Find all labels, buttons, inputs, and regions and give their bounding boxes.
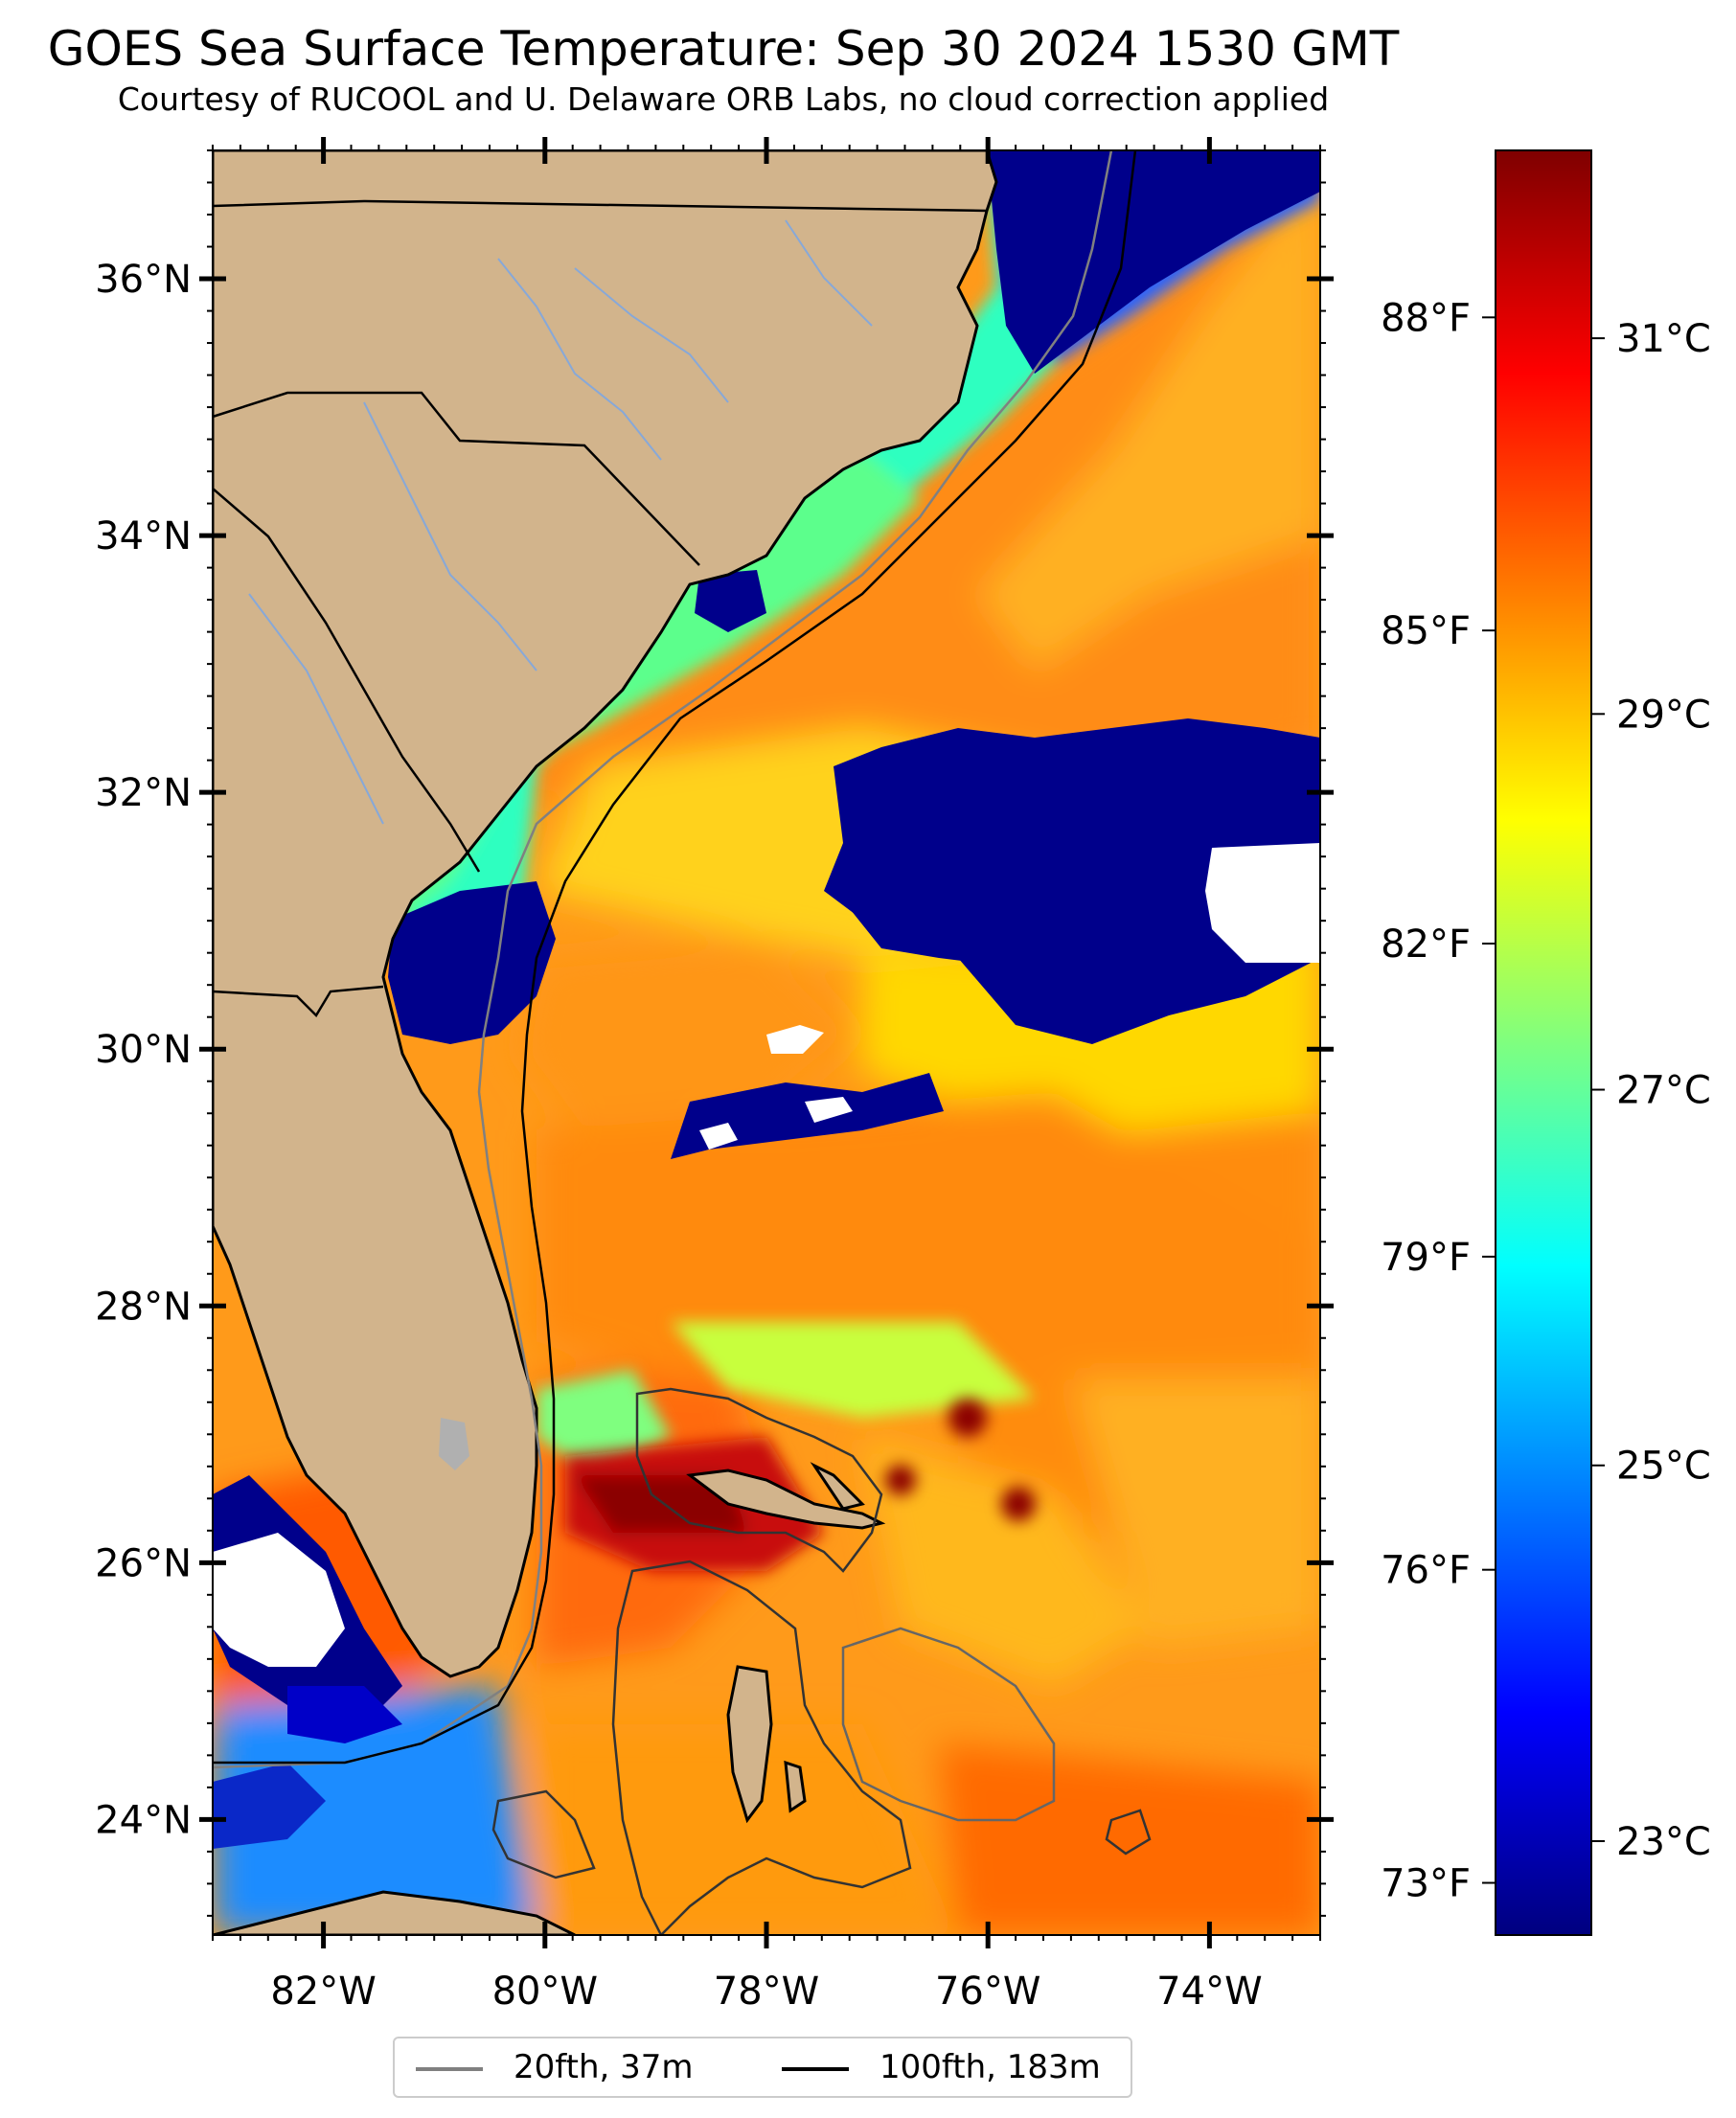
lon-tick-label: 76°W [935, 1970, 1040, 2014]
lon-tick-label: 74°W [1156, 1970, 1262, 2014]
lat-tick-label: 32°N [95, 771, 192, 815]
bahamas-bank-isobaths [491, 1387, 1152, 1935]
map-title: GOES Sea Surface Temperature: Sep 30 202… [47, 21, 1400, 77]
legend-label-20fth: 20fth, 37m [514, 2048, 694, 2086]
colorbar-ticks: 31°C 29°C 27°C 25°C 23°C 88°F 85°F 82°F 79°F 76°F… [1381, 296, 1711, 1905]
axis-ticks: 82°W 80°W 78°W 76°W 74°W 36°N 34°N 32°N 30°N 28°N… [95, 137, 1334, 2014]
celsius-tick-label: 23°C [1616, 1820, 1711, 1864]
fahrenheit-tick-label: 73°F [1381, 1862, 1471, 1906]
fahrenheit-tick-label: 76°F [1381, 1549, 1471, 1593]
bahamas-islands [686, 1462, 886, 1824]
fahrenheit-tick-label: 85°F [1381, 609, 1471, 653]
map-subtitle: Courtesy of RUCOOL and U. Delaware ORB L… [117, 80, 1330, 118]
isobath-legend: 20fth, 37m 100fth, 183m [393, 2037, 1132, 2098]
lat-tick-label: 36°N [95, 258, 192, 302]
land-southeast-us [213, 150, 998, 1678]
land-cuba [213, 1890, 576, 1935]
state-borders [213, 199, 988, 1018]
lake-okeechobee [439, 1418, 469, 1470]
lat-tick-label: 24°N [95, 1798, 192, 1842]
lat-tick-label: 30°N [95, 1028, 192, 1072]
lon-tick-label: 82°W [270, 1970, 376, 2014]
celsius-tick-label: 29°C [1616, 693, 1711, 737]
lat-tick-label: 26°N [95, 1541, 192, 1585]
lon-tick-label: 78°W [714, 1970, 819, 2014]
legend-line-100fth [782, 2067, 849, 2071]
no-data-patches [213, 843, 1320, 1667]
celsius-tick-label: 27°C [1616, 1069, 1711, 1113]
fahrenheit-tick-label: 79°F [1381, 1236, 1471, 1280]
isobath-100fth [213, 150, 1137, 1765]
gulf-stream-warm-core [565, 1399, 1036, 1571]
map-panel [213, 150, 1320, 1935]
celsius-tick-label: 31°C [1616, 317, 1711, 361]
lon-tick-label: 80°W [492, 1970, 598, 2014]
legend-label-100fth: 100fth, 183m [879, 2048, 1101, 2086]
colorbar [1495, 149, 1592, 1936]
isobath-20fth [213, 150, 1113, 1769]
rivers [248, 219, 873, 825]
lat-tick-label: 34°N [95, 514, 192, 558]
fahrenheit-tick-label: 82°F [1381, 922, 1471, 967]
celsius-tick-label: 25°C [1616, 1445, 1711, 1489]
legend-line-20fth [416, 2067, 483, 2071]
lat-tick-label: 28°N [95, 1285, 192, 1329]
fahrenheit-tick-label: 88°F [1381, 296, 1471, 340]
